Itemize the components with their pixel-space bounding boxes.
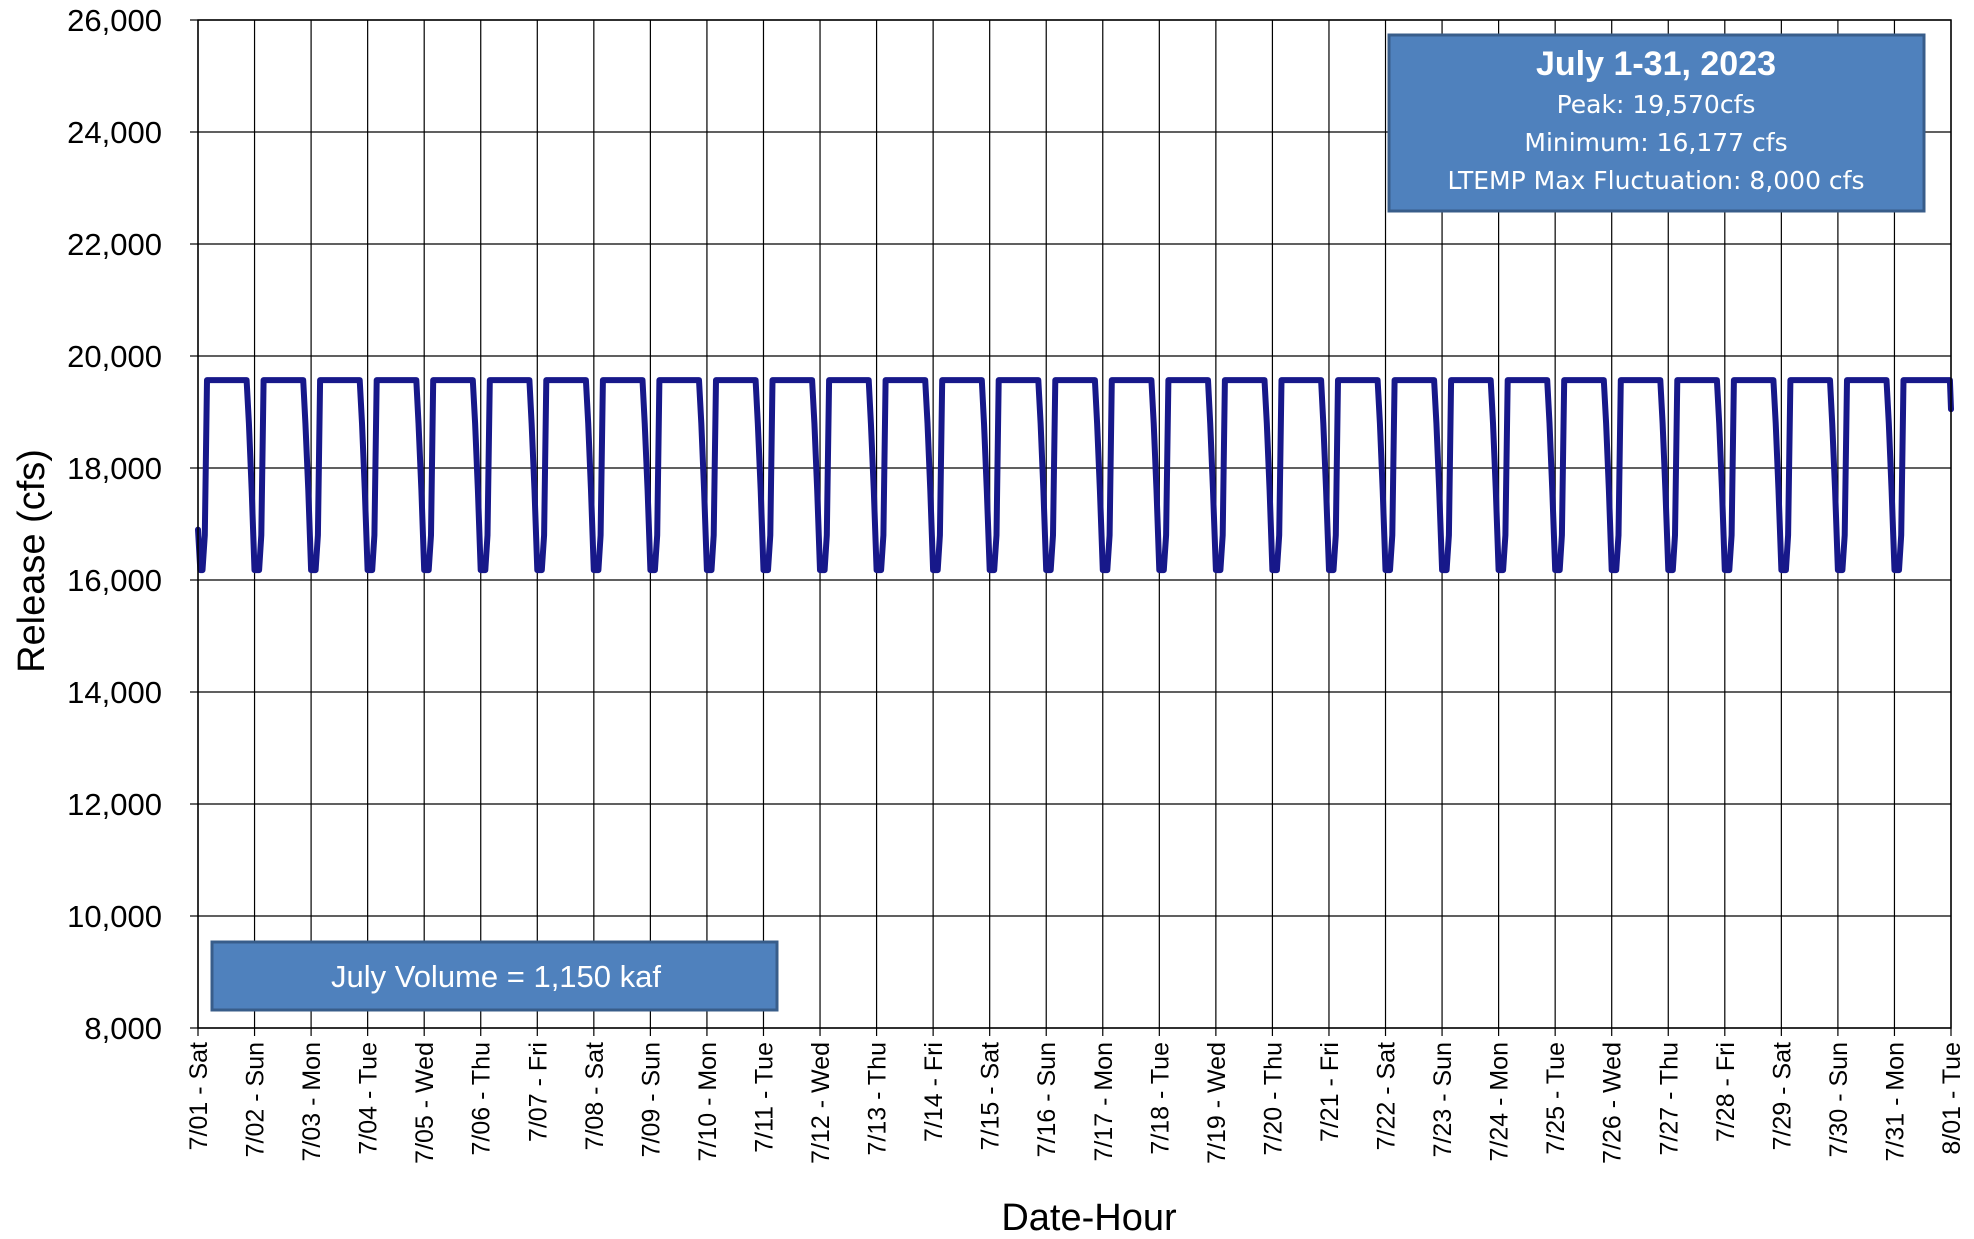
x-tick-label: 7/07 - Fri [524,1042,552,1142]
x-tick-label: 7/04 - Tue [355,1042,383,1155]
info-box-minimum: Minimum: 16,177 cfs [1524,128,1787,157]
y-tick-label: 14,000 [67,675,162,710]
x-tick-label: 7/25 - Tue [1542,1042,1570,1155]
x-tick-label: 7/08 - Sat [581,1042,609,1150]
x-tick-label: 7/21 - Fri [1316,1042,1344,1142]
x-tick-label: 7/28 - Fri [1712,1042,1740,1142]
x-tick-label: 7/23 - Sun [1429,1042,1457,1157]
y-tick-label: 20,000 [67,339,162,374]
info-box-title: July 1-31, 2023 [1536,45,1776,83]
x-tick-labels: 7/01 - Sat 7/02 - Sun 7/03 - Mon 7/04 - Tue… [185,1042,1966,1164]
x-tick-label: 7/16 - Sun [1033,1042,1061,1157]
x-tick-label: 7/12 - Wed [807,1042,835,1164]
x-tick-label: 7/18 - Tue [1146,1042,1174,1155]
y-tick-label: 22,000 [67,227,162,262]
x-tick-label: 7/03 - Mon [298,1042,326,1162]
x-tick-label: 7/06 - Thu [468,1042,496,1156]
x-tick-label: 7/13 - Thu [864,1042,892,1156]
x-tick-label: 7/10 - Mon [694,1042,722,1162]
info-box: July 1-31, 2023 Peak: 19,570cfs Minimum:… [1387,33,1926,213]
volume-box: July Volume = 1,150 kaf [210,940,779,1012]
y-tick-label: 18,000 [67,451,162,486]
x-tick-label: 7/31 - Mon [1881,1042,1909,1162]
x-tick-label: 7/29 - Sat [1768,1042,1796,1150]
x-tick-label: 7/19 - Wed [1203,1042,1231,1164]
y-tick-label: 26,000 [67,3,162,38]
x-tick-label: 7/15 - Sat [977,1042,1005,1150]
x-tick-label: 7/17 - Mon [1090,1042,1118,1162]
x-tick-label: 7/24 - Mon [1486,1042,1514,1162]
x-tick-label: 7/14 - Fri [920,1042,948,1142]
x-tick-label: 7/11 - Tue [750,1042,778,1153]
x-tick-label: 7/27 - Thu [1655,1042,1683,1156]
x-tick-label: 7/09 - Sun [637,1042,665,1157]
info-box-ltemp: LTEMP Max Fluctuation: 8,000 cfs [1447,166,1864,195]
x-tick-label: 8/01 - Tue [1938,1042,1966,1155]
volume-box-text: July Volume = 1,150 kaf [331,959,661,994]
plot-area-border [197,19,1952,1029]
y-tick-labels: 8,000 10,000 12,000 14,000 16,000 18,000 20,00… [67,3,162,1046]
x-tick-label: 7/05 - Wed [411,1042,439,1164]
x-tick-label: 7/20 - Thu [1259,1042,1287,1156]
info-box-background [1387,33,1926,213]
volume-box-background [210,940,779,1012]
y-tick-label: 10,000 [67,899,162,934]
y-tick-label: 12,000 [67,787,162,822]
y-tick-label: 24,000 [67,115,162,150]
release-series-line [195,377,1954,574]
info-box-peak: Peak: 19,570cfs [1557,90,1756,119]
y-tick-label: 8,000 [84,1011,162,1046]
x-axis-title: Date-Hour [1001,1197,1177,1239]
x-tick-label: 7/02 - Sun [242,1042,270,1157]
x-tick-label: 7/26 - Wed [1599,1042,1627,1164]
y-tick-label: 16,000 [67,563,162,598]
y-axis-title: Release (cfs) [11,449,53,673]
x-tick-label: 7/01 - Sat [185,1042,213,1150]
x-tick-label: 7/22 - Sat [1373,1042,1401,1150]
x-tick-label: 7/30 - Sun [1825,1042,1853,1157]
